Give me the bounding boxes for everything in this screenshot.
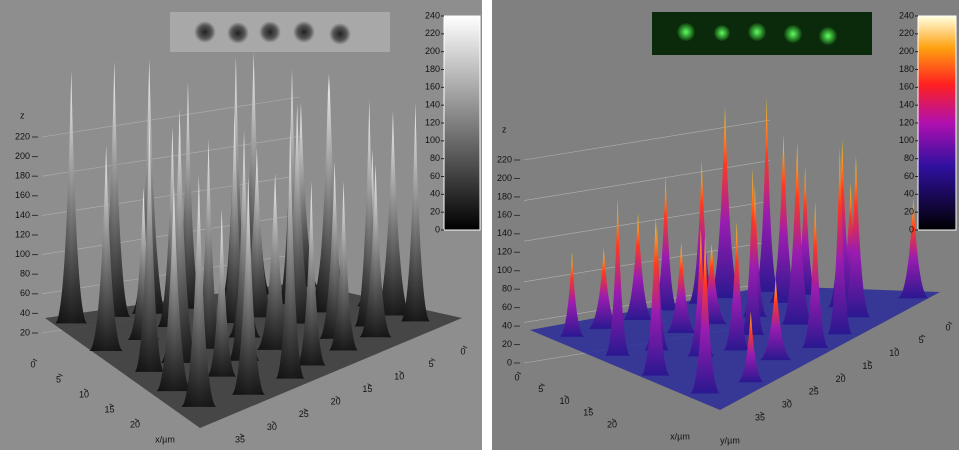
z-axis-label: z (20, 110, 25, 120)
colorbar-tick-label: 100 (425, 135, 440, 145)
y-axis-label: y/µm (720, 435, 740, 445)
colorbar-tick-label: 200 (899, 46, 914, 56)
z-tick-label: 40 (20, 308, 30, 318)
colorbar-tick-label: 240 (899, 10, 914, 20)
z-tick-label: 140 (15, 210, 30, 220)
y-tick-label: 15 (362, 384, 372, 394)
z-axis-label: z (502, 124, 507, 134)
y-tick-label: 25 (809, 387, 819, 397)
y-tick-label: 0 (460, 346, 465, 356)
colorbar-tick-label: 220 (425, 28, 440, 38)
colorbar-tick-label: 180 (899, 64, 914, 74)
z-tick-label: 20 (502, 339, 512, 349)
y-tick-label: 0 (945, 322, 950, 332)
colorbar-tick-label: 0 (909, 224, 914, 234)
z-tick-label: 220 (15, 131, 30, 141)
x-tick-label: 15 (583, 408, 593, 418)
y-tick-label: 35 (235, 434, 245, 444)
z-tick-label: 180 (15, 171, 30, 181)
z-tick-label: 60 (20, 288, 30, 298)
z-tick-label: 60 (502, 302, 512, 312)
colorbar-tick-label: 220 (899, 28, 914, 38)
z-tick-label: 120 (497, 247, 512, 257)
x-tick-label: 5 (538, 384, 543, 394)
y-tick-label: 30 (267, 422, 277, 432)
z-tick-label: 140 (497, 228, 512, 238)
x-tick-label: 0 (30, 359, 35, 369)
colorbar-tick-label: 20 (904, 207, 914, 217)
colorbar-tick-label: 160 (425, 82, 440, 92)
x-tick-label: 15 (104, 404, 114, 414)
colorbar-tick-label: 80 (904, 153, 914, 163)
z-tick-label: 120 (15, 229, 30, 239)
x-axis-label: x/µm (155, 434, 175, 444)
x-tick-label: 0 (514, 372, 519, 382)
z-tick-label: 100 (15, 249, 30, 259)
z-tick-label: 160 (15, 190, 30, 200)
x-tick-label: 10 (559, 396, 569, 406)
colorbar-tick-label: 240 (425, 10, 440, 20)
page: 020406080100120140160180200220240z204060… (0, 0, 959, 450)
x-tick-label: 20 (607, 419, 617, 429)
colorbar-tick-label: 80 (430, 153, 440, 163)
colorbar-tick-label: 60 (430, 171, 440, 181)
colorbar-tick-label: 20 (430, 207, 440, 217)
colorbar-tick-label: 40 (430, 189, 440, 199)
colorbar-tick-label: 140 (899, 100, 914, 110)
y-tick-label: 10 (889, 348, 899, 358)
y-tick-label: 5 (919, 335, 924, 345)
z-tick-label: 80 (502, 284, 512, 294)
y-tick-label: 5 (429, 359, 434, 369)
z-tick-label: 20 (20, 327, 30, 337)
colorbar-tick-label: 60 (904, 171, 914, 181)
z-tick-label: 200 (15, 151, 30, 161)
colorbar (918, 16, 956, 230)
colorbar-tick-label: 0 (435, 224, 440, 234)
y-tick-label: 20 (836, 374, 846, 384)
z-tick-label: 160 (497, 210, 512, 220)
z-tick-label: 100 (497, 265, 512, 275)
colorbar-tick-label: 120 (425, 117, 440, 127)
colorbar-tick-label: 160 (899, 82, 914, 92)
z-tick-label: 220 (497, 154, 512, 164)
z-tick-label: 200 (497, 173, 512, 183)
y-tick-label: 15 (862, 361, 872, 371)
z-tick-label: 180 (497, 191, 512, 201)
x-tick-label: 5 (56, 374, 61, 384)
y-tick-label: 30 (782, 400, 792, 410)
inset-image (170, 12, 390, 52)
z-tick-label: 40 (502, 320, 512, 330)
inset-image (652, 12, 872, 55)
x-tick-label: 10 (79, 389, 89, 399)
colorbar-tick-label: 200 (425, 46, 440, 56)
colorbar-tick-label: 180 (425, 64, 440, 74)
figure: 020406080100120140160180200220240z204060… (0, 0, 959, 450)
y-tick-label: 20 (331, 397, 341, 407)
x-axis-label: x/µm (670, 431, 690, 441)
z-tick-label: 80 (20, 269, 30, 279)
colorbar-tick-label: 100 (899, 135, 914, 145)
z-tick-label: 0 (507, 357, 512, 367)
y-tick-label: 10 (394, 372, 404, 382)
y-tick-label: 35 (755, 412, 765, 422)
x-tick-label: 20 (130, 419, 140, 429)
colorbar-tick-label: 120 (899, 117, 914, 127)
colorbar (444, 16, 480, 230)
colorbar-tick-label: 140 (425, 100, 440, 110)
colorbar-tick-label: 40 (904, 189, 914, 199)
y-tick-label: 25 (299, 409, 309, 419)
